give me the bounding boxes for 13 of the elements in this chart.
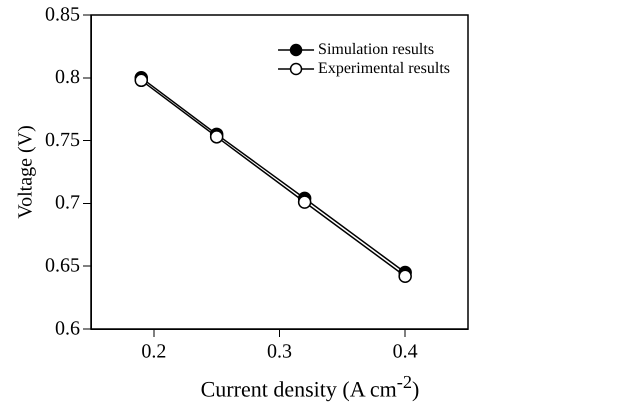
- x-tick-label: 0.4: [392, 340, 418, 362]
- x-tick-label: 0.3: [267, 340, 292, 362]
- legend-label: Experimental results: [318, 60, 450, 78]
- y-tick-label: 0.65: [45, 254, 80, 276]
- y-tick-label: 0.7: [55, 192, 80, 214]
- x-axis-title: Current density (A cm$^{-2}$): [200, 372, 420, 402]
- y-axis-title: Voltage (V): [14, 125, 36, 219]
- y-tick-label: 0.6: [55, 317, 80, 340]
- y-tick-label: 0.85: [45, 3, 80, 26]
- y-tick-label: 0.8: [55, 66, 80, 88]
- y-tick-label: 0.75: [45, 128, 80, 151]
- legend-label: Simulation results: [318, 41, 434, 58]
- x-tick-label: 0.2: [141, 340, 166, 362]
